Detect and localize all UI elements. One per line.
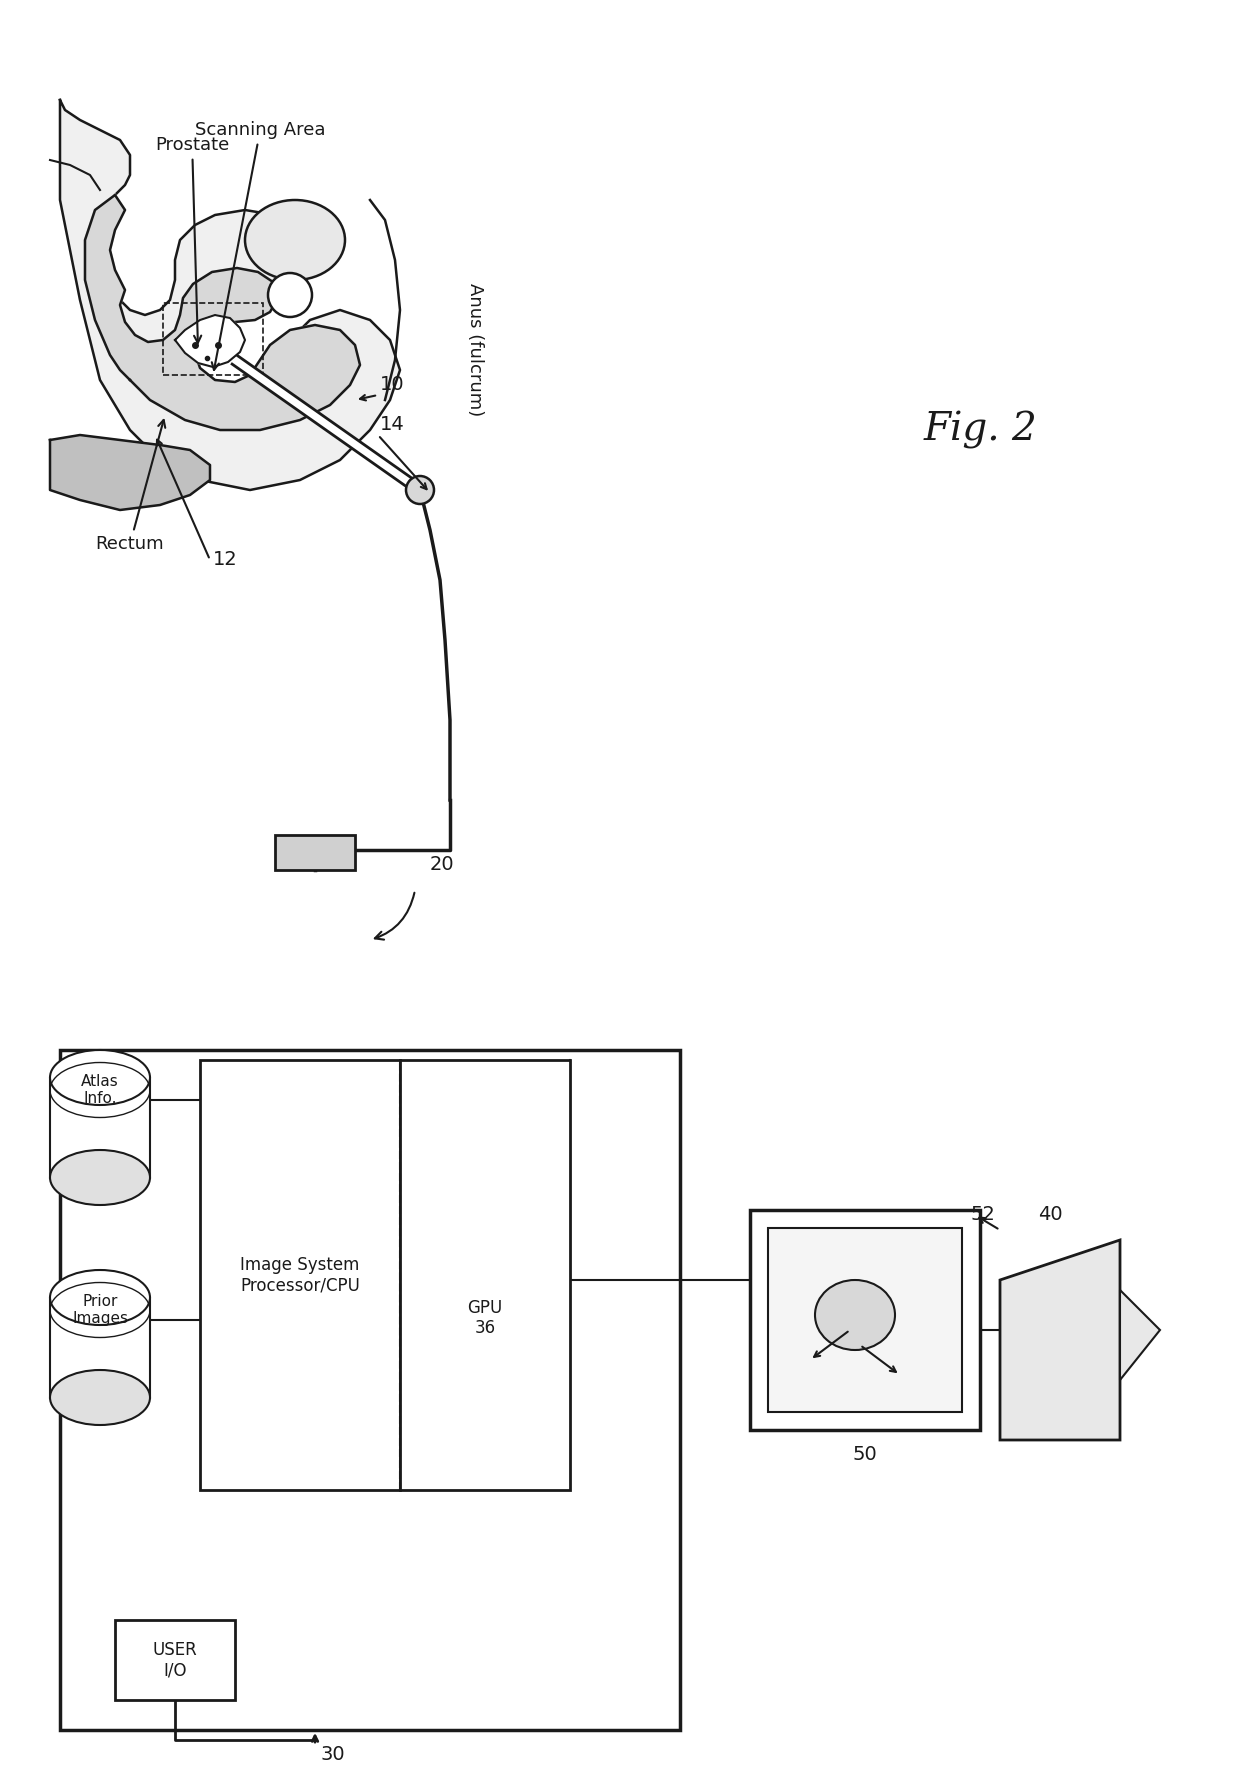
Text: 10: 10 bbox=[379, 376, 404, 394]
Polygon shape bbox=[232, 356, 423, 494]
FancyBboxPatch shape bbox=[50, 1077, 150, 1177]
FancyArrowPatch shape bbox=[374, 893, 414, 939]
Polygon shape bbox=[999, 1240, 1120, 1440]
Ellipse shape bbox=[50, 1270, 150, 1326]
Text: Scanning Area: Scanning Area bbox=[195, 122, 325, 370]
Ellipse shape bbox=[246, 200, 345, 281]
Text: Atlas
Info.: Atlas Info. bbox=[81, 1073, 119, 1106]
FancyBboxPatch shape bbox=[50, 1297, 150, 1397]
Text: GPU
36: GPU 36 bbox=[467, 1299, 502, 1338]
Text: 52: 52 bbox=[970, 1206, 994, 1224]
Ellipse shape bbox=[50, 1050, 150, 1106]
FancyBboxPatch shape bbox=[401, 1061, 570, 1490]
Text: Anus (fulcrum): Anus (fulcrum) bbox=[466, 283, 484, 417]
FancyBboxPatch shape bbox=[768, 1227, 962, 1412]
Text: 20: 20 bbox=[430, 855, 455, 875]
FancyBboxPatch shape bbox=[115, 1621, 236, 1700]
Text: 50: 50 bbox=[853, 1446, 878, 1463]
Text: 30: 30 bbox=[320, 1744, 345, 1764]
Text: Prior
Images: Prior Images bbox=[72, 1293, 128, 1326]
Text: Prostate: Prostate bbox=[155, 136, 229, 343]
Ellipse shape bbox=[50, 1150, 150, 1206]
FancyBboxPatch shape bbox=[275, 835, 355, 869]
Text: Rectum: Rectum bbox=[95, 420, 165, 553]
Text: Image System
Processor/CPU: Image System Processor/CPU bbox=[241, 1256, 360, 1295]
Ellipse shape bbox=[50, 1370, 150, 1426]
Circle shape bbox=[405, 476, 434, 504]
Polygon shape bbox=[175, 315, 246, 367]
Polygon shape bbox=[86, 195, 360, 429]
Text: 12: 12 bbox=[212, 549, 237, 569]
Polygon shape bbox=[60, 100, 401, 490]
FancyBboxPatch shape bbox=[750, 1209, 980, 1429]
FancyBboxPatch shape bbox=[200, 1061, 401, 1490]
Polygon shape bbox=[50, 435, 210, 510]
Text: Fig. 2: Fig. 2 bbox=[923, 411, 1037, 449]
Text: 14: 14 bbox=[379, 415, 404, 435]
Text: 40: 40 bbox=[1038, 1206, 1063, 1224]
Ellipse shape bbox=[815, 1279, 895, 1351]
Circle shape bbox=[268, 274, 312, 317]
Polygon shape bbox=[1120, 1290, 1159, 1379]
Text: USER
I/O: USER I/O bbox=[153, 1641, 197, 1680]
